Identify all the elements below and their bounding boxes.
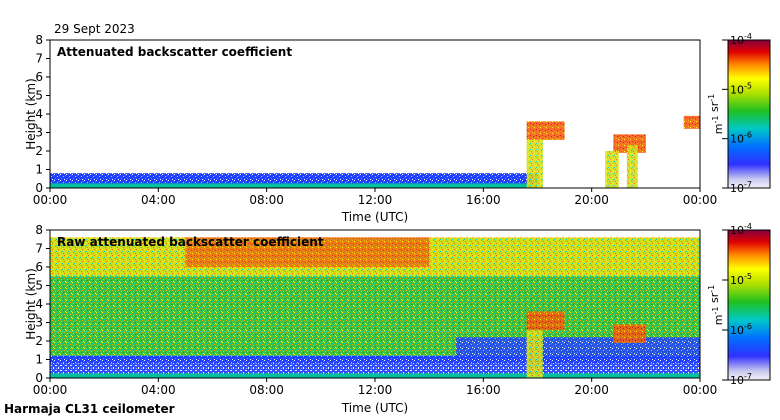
y-tick-label-2-3: 3 — [35, 316, 43, 330]
x-tick-label-2-3: 12:00 — [358, 383, 393, 397]
x-axis-1: 00:00 04:00 08:00 12:00 16:00 20:00 00:00 — [33, 188, 718, 207]
x-axis-label-1: Time (UTC) — [341, 210, 408, 224]
x-tick-label-2-0: 00:00 — [33, 383, 68, 397]
y-tick-label-1-7: 7 — [35, 52, 43, 66]
x-tick-label-2-1: 04:00 — [141, 383, 176, 397]
x-tick-label-1-3: 12:00 — [358, 193, 393, 207]
colorbar-unit-1: m-1 sr-1 — [707, 94, 725, 134]
feature-1-6-precipitation — [626, 145, 638, 188]
x-tick-label-2-2: 08:00 — [249, 383, 284, 397]
feature-2-3-cloud_layer — [613, 324, 646, 343]
y-axis-2: 0 1 2 3 4 5 6 7 8 — [35, 223, 50, 385]
feature-2-1-boundary_layer-surface — [50, 373, 700, 378]
cb-tick-label-2-2: 10-6 — [730, 322, 752, 337]
noise-band-0 — [50, 230, 700, 238]
panel-title-1: Attenuated backscatter coefficient — [57, 45, 292, 59]
feature-2-0-noise_high — [185, 237, 430, 267]
x-tick-label-1-2: 08:00 — [249, 193, 284, 207]
plot-content-1 — [50, 115, 700, 188]
footer-label: Harmaja CL31 ceilometer — [4, 402, 175, 416]
x-axis-label-2: Time (UTC) — [341, 401, 408, 415]
y-tick-label-2-2: 2 — [35, 334, 43, 348]
y-tick-label-1-4: 4 — [35, 107, 43, 121]
y-tick-label-2-4: 4 — [35, 297, 43, 311]
date-label: 29 Sept 2023 — [54, 22, 135, 36]
cb-tick-label-1-1: 10-5 — [730, 81, 752, 96]
panel-title-2: Raw attenuated backscatter coefficient — [57, 235, 324, 249]
y-tick-label-1-6: 6 — [35, 70, 43, 84]
y-tick-label-2-0: 0 — [35, 371, 43, 385]
y-axis-label-1: Height (km) — [24, 78, 38, 149]
feature-1-3-cloud_layer — [683, 115, 700, 129]
colorbar-gradient-1 — [727, 39, 771, 189]
y-axis-label-2: Height (km) — [24, 268, 38, 339]
plot-area-1 — [50, 40, 700, 188]
panel-attenuated: Attenuated backscatter coefficient 0 1 2 3 4… — [24, 32, 771, 224]
plot-content-2 — [50, 230, 700, 378]
y-tick-label-2-8: 8 — [35, 223, 43, 237]
y-tick-label-1-3: 3 — [35, 126, 43, 140]
x-tick-label-2-5: 20:00 — [574, 383, 609, 397]
y-axis-1: 0 1 2 3 4 5 6 7 8 — [35, 33, 50, 195]
y-tick-label-1-2: 2 — [35, 144, 43, 158]
y-tick-label-2-5: 5 — [35, 279, 43, 293]
y-tick-label-2-6: 6 — [35, 260, 43, 274]
y-tick-label-1-1: 1 — [35, 163, 43, 177]
feature-2-2-cloud_layer — [526, 311, 565, 330]
x-tick-label-1-0: 00:00 — [33, 193, 68, 207]
colorbar-1: 10-4 10-5 10-6 10-7 m-1 sr-1 — [707, 32, 771, 195]
cb-tick-label-2-1: 10-5 — [730, 272, 752, 287]
y-tick-label-1-8: 8 — [35, 33, 43, 47]
cb-tick-label-1-2: 10-6 — [730, 131, 752, 146]
x-axis-2: 00:00 04:00 08:00 12:00 16:00 20:00 00:00 — [33, 378, 718, 397]
x-tick-label-2-6: 00:00 — [683, 383, 718, 397]
feature-2-4-precipitation — [526, 329, 543, 378]
y-tick-label-2-7: 7 — [35, 242, 43, 256]
y-tick-label-1-0: 0 — [35, 181, 43, 195]
colorbar-gradient-2 — [727, 229, 771, 381]
y-tick-label-1-5: 5 — [35, 89, 43, 103]
x-tick-label-1-5: 20:00 — [574, 193, 609, 207]
x-tick-label-2-4: 16:00 — [466, 383, 501, 397]
colorbar-unit-2: m-1 sr-1 — [707, 285, 725, 325]
x-tick-label-1-4: 16:00 — [466, 193, 501, 207]
y-tick-label-2-1: 1 — [35, 353, 43, 367]
feature-1-0-boundary_layer-surface — [50, 183, 538, 188]
noise-late-low — [456, 337, 700, 364]
feature-1-5-precipitation — [605, 151, 619, 188]
cb-tick-label-2-3: 10-7 — [730, 372, 752, 387]
panel-raw: Raw attenuated backscatter coefficient 0… — [24, 222, 771, 415]
x-tick-label-1-1: 04:00 — [141, 193, 176, 207]
cb-tick-label-1-3: 10-7 — [730, 180, 752, 195]
feature-1-4-precipitation — [526, 139, 543, 188]
colorbar-2: 10-4 10-5 10-6 10-7 m-1 sr-1 — [707, 222, 771, 387]
cb-tick-label-1-0: 10-4 — [730, 32, 752, 47]
cb-tick-label-2-0: 10-4 — [730, 222, 752, 237]
feature-1-1-cloud_layer — [526, 121, 565, 140]
x-tick-label-1-6: 00:00 — [683, 193, 718, 207]
